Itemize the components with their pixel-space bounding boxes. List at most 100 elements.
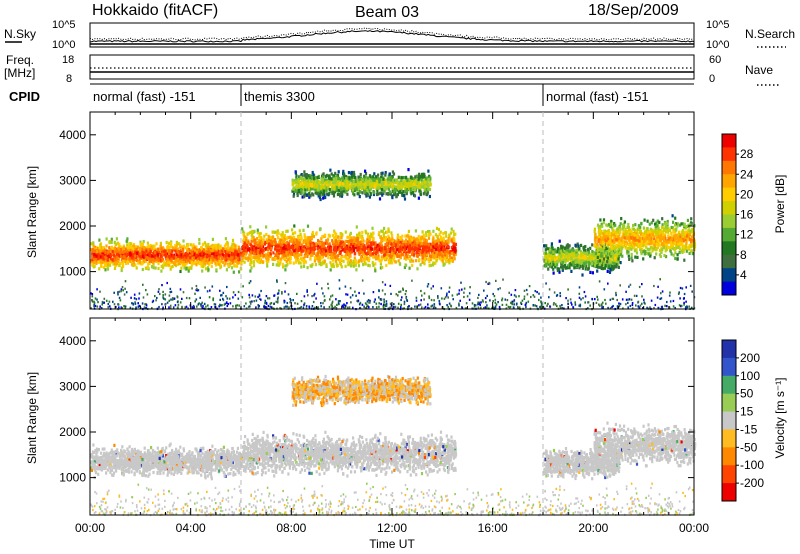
echo-cell: [394, 188, 397, 192]
echo-cell: [228, 251, 231, 255]
echo-cell: [213, 255, 216, 259]
echo-cell: [328, 251, 331, 255]
echo-cell: [341, 233, 344, 237]
echo-cell: [359, 250, 362, 254]
echo-cell: [141, 248, 144, 252]
echo-cell: [313, 247, 316, 251]
echo-cell: [227, 264, 230, 268]
echo-cell: [430, 254, 433, 259]
echo-cell: [325, 178, 328, 182]
echo-cell: [307, 186, 310, 190]
echo-cell: [253, 255, 256, 260]
echo-cell: [138, 260, 142, 264]
echo-cell: [407, 256, 410, 261]
echo-cell: [376, 256, 379, 260]
echo-cell: [115, 247, 118, 251]
echo-cell: [435, 242, 439, 246]
echo-cell: [322, 196, 325, 200]
echo-cell: [307, 249, 310, 253]
echo-cell: [99, 251, 102, 255]
echo-cell: [375, 192, 379, 197]
echo-cell: [407, 235, 410, 239]
echo-cell: [313, 259, 316, 263]
echo-cell: [413, 194, 417, 198]
echo-cell: [435, 239, 438, 243]
echo-cell: [348, 249, 351, 253]
echo-cell: [431, 247, 434, 252]
echo-cell: [364, 175, 367, 179]
echo-cell: [395, 185, 398, 189]
echo-cell: [335, 186, 338, 190]
echo-cell: [380, 236, 383, 240]
echo-cell: [412, 243, 415, 247]
echo-cell: [124, 252, 127, 256]
echo-cell: [371, 179, 374, 183]
echo-cell: [250, 266, 253, 270]
echo-cell: [162, 260, 166, 264]
echo-cell: [154, 266, 157, 270]
echo-cell: [277, 245, 280, 249]
echo-cell: [329, 261, 332, 265]
nsearch-tick-bottom: 10^0: [706, 39, 730, 51]
echo-cell: [344, 264, 347, 268]
echo-cell: [327, 233, 330, 237]
echo-cell: [101, 254, 104, 258]
echo-cell: [166, 260, 169, 264]
echo-cell: [390, 179, 393, 183]
echo-cell: [373, 191, 376, 195]
echo-cell: [277, 231, 280, 235]
echo-cell: [90, 260, 93, 264]
echo-cell: [288, 247, 291, 251]
echo-cell: [412, 252, 415, 256]
echo-cell: [260, 254, 263, 258]
echo-cell: [356, 236, 359, 241]
echo-cell: [365, 240, 368, 244]
echo-cell: [138, 258, 141, 262]
echo-cell: [267, 242, 270, 246]
echo-cell: [426, 180, 429, 184]
echo-cell: [246, 257, 249, 261]
echo-cell: [405, 192, 408, 196]
echo-cell: [204, 254, 207, 258]
echo-cell: [591, 243, 594, 247]
echo-cell: [353, 193, 356, 197]
echo-cell: [115, 242, 118, 247]
echo-cell: [396, 254, 399, 259]
echo-cell: [187, 269, 190, 273]
echo-cell: [241, 227, 244, 231]
echo-cell: [243, 249, 247, 253]
echo-cell: [300, 235, 303, 239]
freq-panel: Freq. [MHz] 18 8 60 0 Nave: [4, 53, 780, 86]
echo-cell: [231, 260, 234, 265]
echo-cell: [316, 192, 319, 196]
echo-cell: [349, 259, 352, 263]
echo-cell: [403, 197, 407, 201]
echo-cell: [247, 258, 250, 262]
echo-cell: [206, 261, 209, 265]
echo-cell: [304, 174, 307, 178]
echo-cell: [345, 177, 348, 181]
echo-cell: [388, 254, 391, 258]
echo-cell: [303, 177, 306, 182]
echo-cell: [245, 244, 248, 248]
echo-cell: [439, 244, 442, 248]
echo-cell: [409, 259, 412, 263]
echo-cell: [267, 245, 270, 249]
echo-cell: [309, 176, 312, 180]
echo-cell: [328, 249, 331, 253]
echo-cell: [371, 226, 374, 230]
echo-cell: [384, 236, 387, 240]
nave-label: Nave: [745, 63, 773, 77]
echo-cell: [437, 247, 440, 252]
echo-cell: [238, 261, 241, 265]
echo-cell: [422, 185, 425, 189]
echo-cell: [422, 238, 425, 242]
echo-cell: [91, 249, 94, 253]
echo-cell: [104, 264, 107, 268]
echo-cell: [279, 233, 282, 237]
echo-cell: [305, 185, 308, 189]
echo-cell: [440, 251, 443, 255]
echo-cell: [411, 240, 414, 244]
echo-cell: [251, 247, 254, 251]
echo-cell: [252, 246, 256, 250]
